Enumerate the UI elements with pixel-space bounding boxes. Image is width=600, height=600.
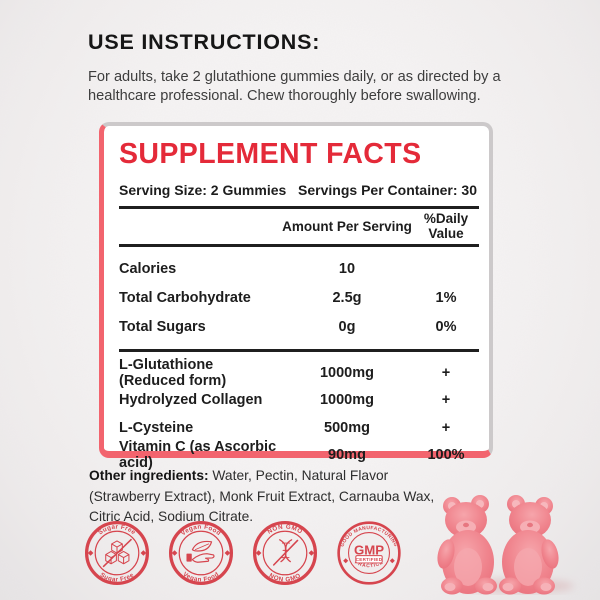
badge-bottom-text: Sugar Free	[99, 572, 135, 584]
amount-column-header: Amount Per Serving	[282, 218, 412, 234]
servings-per-container: Servings Per Container: 30	[298, 182, 477, 198]
nutrient-row: Total Sugars 0g 0%	[119, 318, 457, 335]
svg-text:Sugar Free: Sugar Free	[99, 572, 136, 584]
active-ingredient-row: L-Glutathione (Reduced form) 1000mg +	[119, 356, 451, 389]
daily-value-column-header: %Daily Value	[423, 211, 469, 241]
dna-crossed-icon	[272, 539, 299, 566]
gmp-seal-icon: GMP CERTIFIED	[354, 542, 384, 564]
use-instructions-section: USE INSTRUCTIONS: For adults, take 2 glu…	[88, 30, 540, 107]
leaf-in-hand-icon	[186, 540, 215, 563]
sugar-free-badge: Sugar Free Sugar Free	[84, 520, 150, 586]
divider	[119, 349, 479, 352]
certification-badges: Sugar Free Sugar Free	[84, 520, 402, 586]
nutrient-row: Total Carbohydrate 2.5g 1%	[119, 289, 457, 306]
gmp-center-text: GMP	[354, 542, 384, 557]
sugar-cubes-crossed-icon	[102, 538, 133, 568]
use-instructions-body: For adults, take 2 glutathione gummies d…	[88, 69, 501, 105]
nutrient-row: Calories 10	[119, 260, 356, 277]
gmp-certified-text: CERTIFIED	[356, 557, 383, 562]
column-header-row: Amount Per Serving %Daily Value	[119, 211, 479, 241]
badge-bottom-text: NON GMO	[268, 572, 302, 583]
svg-text:NON GMO: NON GMO	[268, 572, 302, 583]
vegan-food-badge: Vegan Food Vegan Food	[168, 520, 234, 586]
supplement-facts-panel: SUPPLEMENT FACTS Serving Size: 2 Gummies…	[99, 122, 493, 471]
active-ingredient-row: L-Cysteine 500mg +	[119, 419, 451, 436]
supplement-facts-title: SUPPLEMENT FACTS	[119, 138, 422, 170]
active-ingredient-row: Hydrolyzed Collagen 1000mg +	[119, 392, 451, 409]
serving-row: Serving Size: 2 Gummies Servings Per Con…	[119, 182, 479, 198]
use-instructions-title: USE INSTRUCTIONS:	[88, 30, 321, 54]
other-ingredients-text: Water, Pectin, Natural Flavor (Strawberr…	[89, 468, 435, 525]
other-ingredients-label: Other ingredients:	[89, 468, 209, 483]
active-ingredient-row: Vitamin C (as Ascorbic acid) 90mg 100%	[119, 439, 465, 472]
non-gmo-badge: NON GMO NON GMO	[252, 520, 318, 586]
gmp-certified-badge: GOOD MANUFACTURING PRACTICE GMP CERTIFIE…	[337, 521, 401, 585]
serving-size: Serving Size: 2 Gummies	[119, 182, 287, 198]
other-ingredients: Other ingredients: Water, Pectin, Natura…	[89, 466, 455, 528]
badge-bottom-text: PRACTICE	[353, 559, 384, 569]
divider	[119, 244, 479, 247]
gummy-bears-image	[434, 495, 574, 595]
divider	[119, 206, 479, 209]
svg-text:PRACTICE: PRACTICE	[353, 559, 384, 569]
